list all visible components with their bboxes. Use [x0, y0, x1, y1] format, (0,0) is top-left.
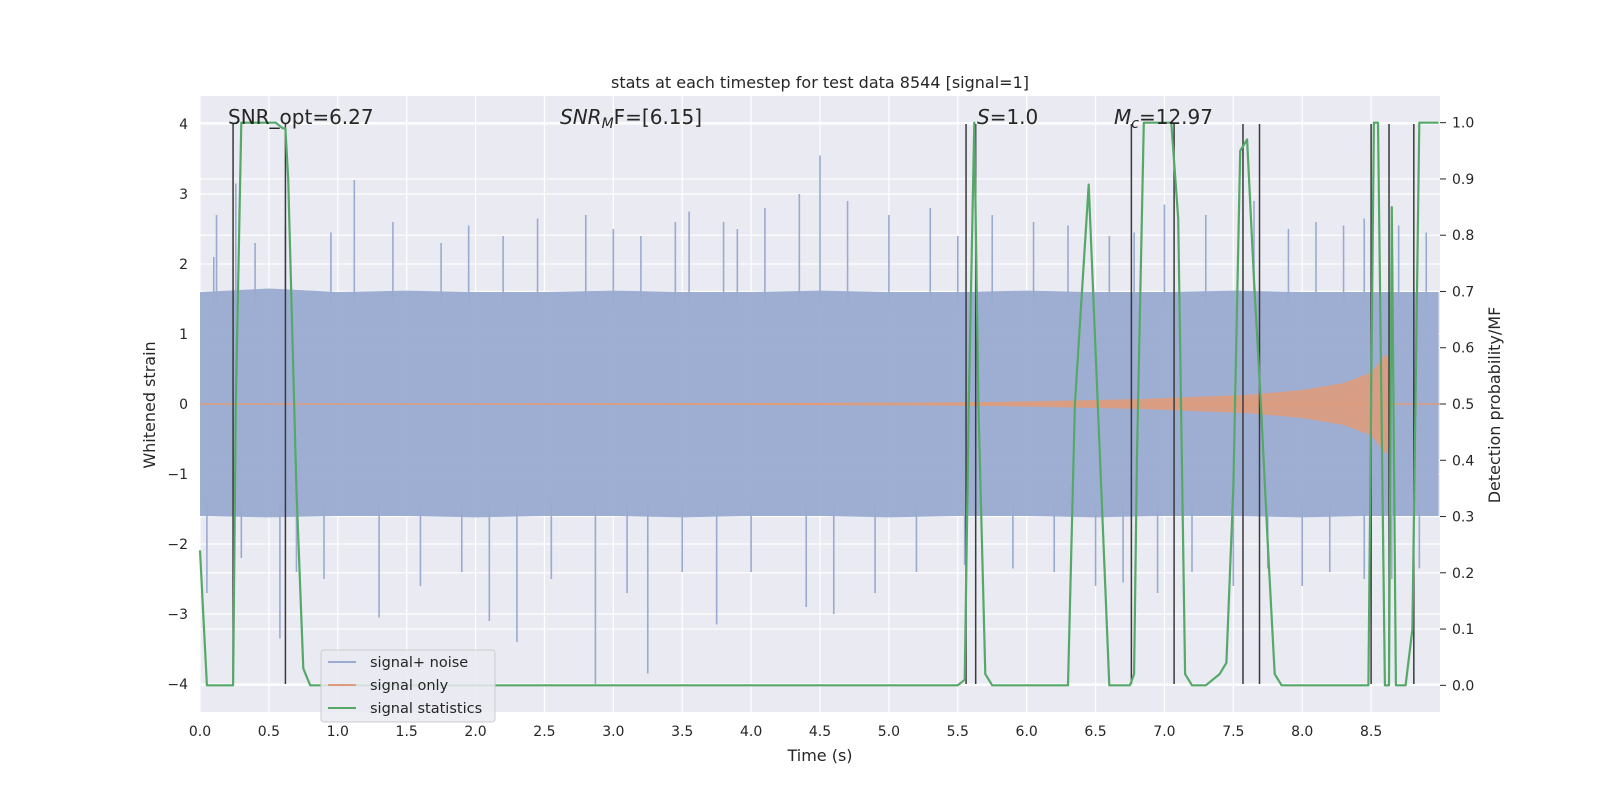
y-right-tick-label-3: 0.7 — [1452, 284, 1474, 300]
y-right-tick-label-1: 0.9 — [1452, 172, 1474, 188]
x-tick-label-9: 4.5 — [809, 724, 831, 740]
y-right-tick-label-8: 0.2 — [1452, 566, 1474, 582]
annotation-mc: Mc=12.97 — [1114, 105, 1213, 132]
signal-only-series — [200, 355, 1440, 453]
annotation-snr-opt: SNR_opt=6.27 — [228, 105, 374, 129]
x-tick-label-1: 0.5 — [258, 724, 280, 740]
annotation-mc-main: M — [1114, 105, 1131, 129]
y-axis-right-title: Detection probability/MF — [1485, 307, 1504, 504]
annotation-snr-mf-sub: M — [602, 116, 614, 132]
annotation-s: S=1.0 — [977, 105, 1038, 129]
y-left-tick-label-0: 4 — [179, 117, 188, 133]
x-tick-label-3: 1.5 — [396, 724, 418, 740]
x-tick-label-17: 8.5 — [1360, 724, 1382, 740]
x-tick-label-5: 2.5 — [533, 724, 555, 740]
y-left-tick-label-7: −3 — [167, 607, 188, 623]
y-left-tick-label-4: 0 — [179, 397, 188, 413]
y-right-tick-label-0: 1.0 — [1452, 116, 1474, 132]
x-tick-label-10: 5.0 — [878, 724, 900, 740]
y-right-tick-label-10: 0.0 — [1452, 678, 1474, 694]
legend-label-signal-only: signal only — [370, 678, 449, 694]
y-right-tick-label-2: 0.8 — [1452, 228, 1474, 244]
signal-statistics-line — [198, 121, 1439, 687]
x-tick-label-16: 8.0 — [1291, 724, 1313, 740]
x-tick-label-6: 3.0 — [602, 724, 624, 740]
x-tick-label-2: 1.0 — [327, 724, 349, 740]
legend-label-signal-statistics: signal statistics — [370, 701, 482, 717]
y-left-tick-label-3: 1 — [179, 327, 188, 343]
legend: signal+ noise signal only signal statist… — [320, 649, 496, 723]
chart-title: stats at each timestep for test data 854… — [611, 73, 1029, 92]
annotation-mc-rest: =12.97 — [1139, 105, 1213, 129]
y-right-tick-label-9: 0.1 — [1452, 622, 1474, 638]
y-right-tick-label-4: 0.6 — [1452, 341, 1474, 357]
axis-ticks: 0.0 0.5 1.0 1.5 2.0 2.5 3.0 3.5 4.0 4.5 5.0 5.5 6.0 6… — [167, 116, 1474, 740]
annotation-s-main: S — [977, 105, 990, 129]
annotation-s-rest: =1.0 — [990, 105, 1039, 129]
x-tick-label-15: 7.5 — [1222, 724, 1244, 740]
y-left-tick-label-5: −1 — [167, 467, 188, 483]
annotation-mc-sub: c — [1131, 116, 1139, 132]
vertical-markers — [232, 124, 1415, 684]
legend-label-signal-noise: signal+ noise — [370, 655, 468, 671]
x-tick-label-4: 2.0 — [464, 724, 486, 740]
x-tick-label-14: 7.0 — [1153, 724, 1175, 740]
x-tick-label-8: 4.0 — [740, 724, 762, 740]
x-tick-label-7: 3.5 — [671, 724, 693, 740]
y-left-tick-label-8: −4 — [167, 677, 188, 693]
y-left-tick-label-6: −2 — [167, 537, 188, 553]
y-right-tick-label-7: 0.3 — [1452, 510, 1474, 526]
annotation-snr-mf-rest: F=[6.15] — [614, 105, 702, 129]
y-axis-left-title: Whitened strain — [140, 341, 159, 468]
y-right-tick-label-5: 0.5 — [1452, 397, 1474, 413]
y-left-tick-label-2: 2 — [179, 257, 188, 273]
x-tick-label-12: 6.0 — [1016, 724, 1038, 740]
x-tick-label-11: 5.5 — [947, 724, 969, 740]
legend-box — [320, 649, 496, 723]
annotation-snr-mf-main: SNR — [560, 105, 602, 129]
y-left-tick-label-1: 3 — [179, 187, 188, 203]
x-axis-title: Time (s) — [786, 746, 852, 765]
y-right-tick-label-6: 0.4 — [1452, 453, 1474, 469]
signal-statistics-series — [198, 121, 1439, 687]
x-tick-label-0: 0.0 — [189, 724, 211, 740]
x-tick-label-13: 6.5 — [1084, 724, 1106, 740]
annotation-snr-mf: SNRMF=[6.15] — [560, 105, 702, 132]
